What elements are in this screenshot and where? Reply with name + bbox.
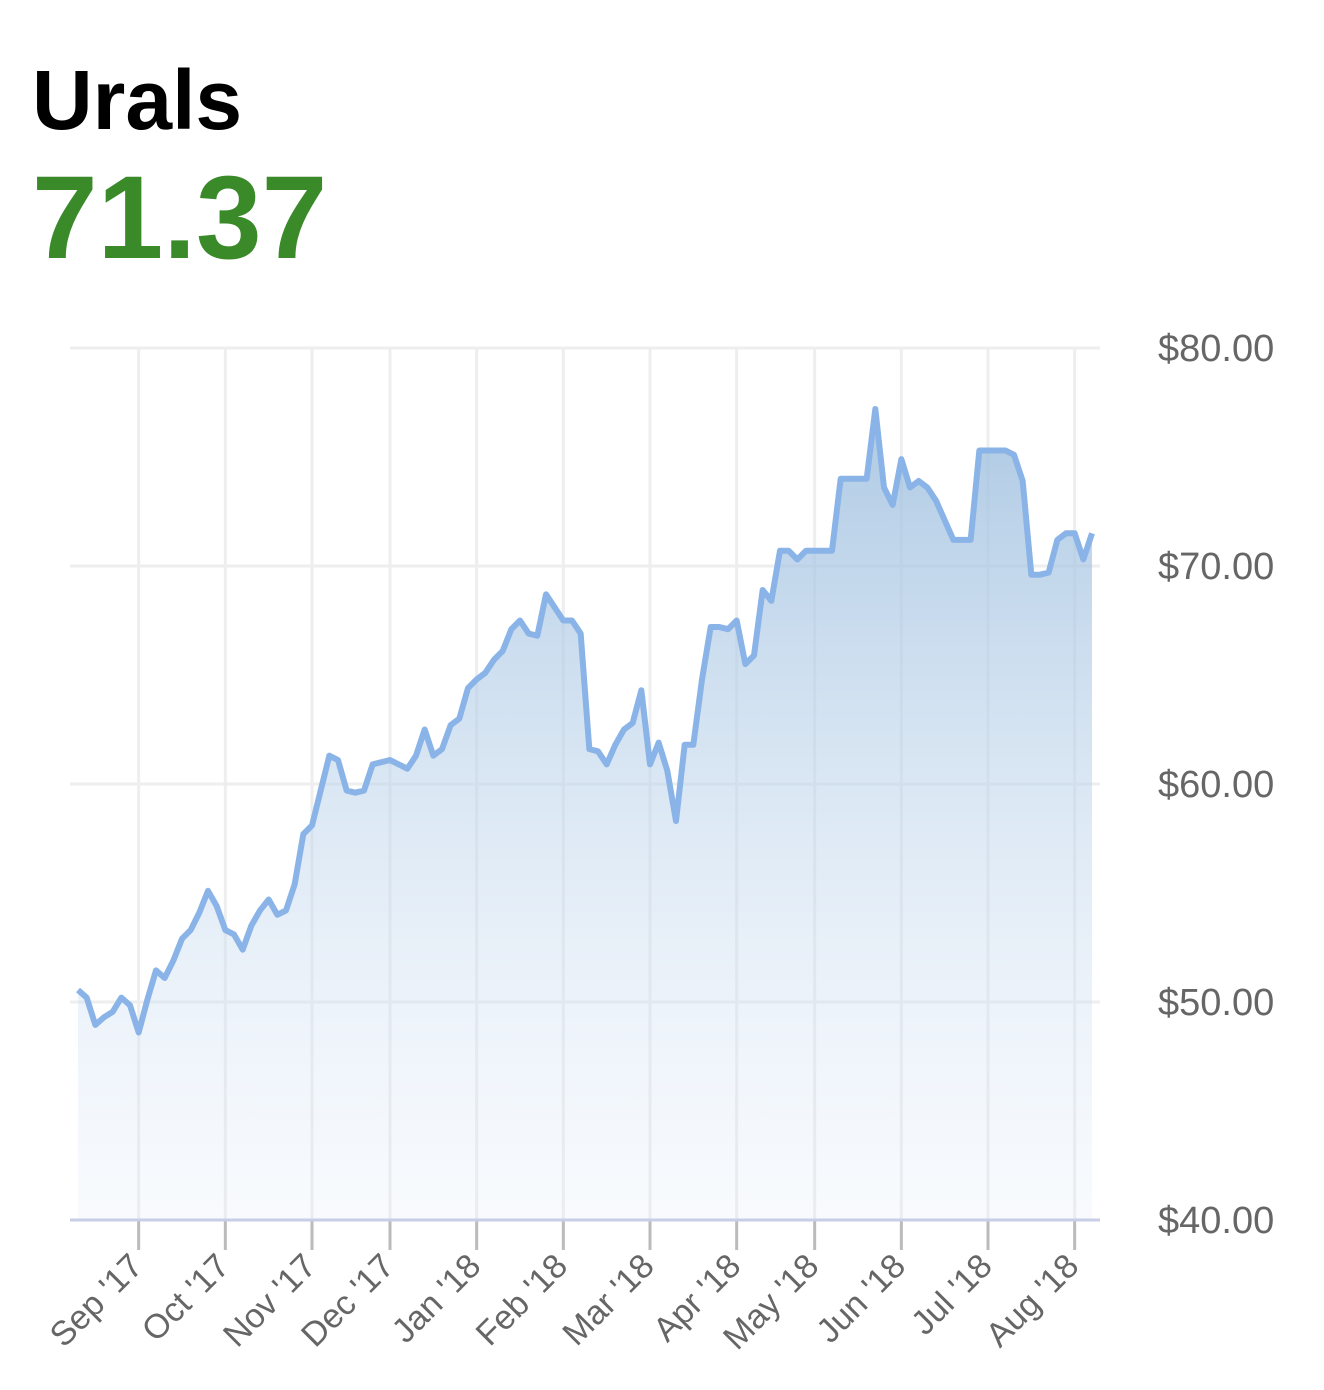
title: Urals — [32, 53, 243, 147]
x-tick-label: Jun '18 — [809, 1247, 913, 1351]
y-tick-label: $70.00 — [1158, 546, 1274, 588]
x-tick-label: Feb '18 — [469, 1247, 575, 1353]
y-tick-label: $40.00 — [1158, 1200, 1274, 1242]
x-tick-label: Aug '18 — [979, 1247, 1087, 1355]
y-tick-label: $50.00 — [1158, 982, 1274, 1024]
y-tick-label: $60.00 — [1158, 764, 1274, 806]
x-tick-label: Jan '18 — [385, 1247, 489, 1351]
x-tick-label: Mar '18 — [555, 1247, 661, 1353]
price: 71.37 — [32, 152, 328, 284]
x-tick-label: Sep '17 — [43, 1247, 151, 1355]
y-tick-label: $80.00 — [1158, 328, 1274, 370]
area — [78, 409, 1092, 1220]
line — [76, 406, 1095, 1036]
